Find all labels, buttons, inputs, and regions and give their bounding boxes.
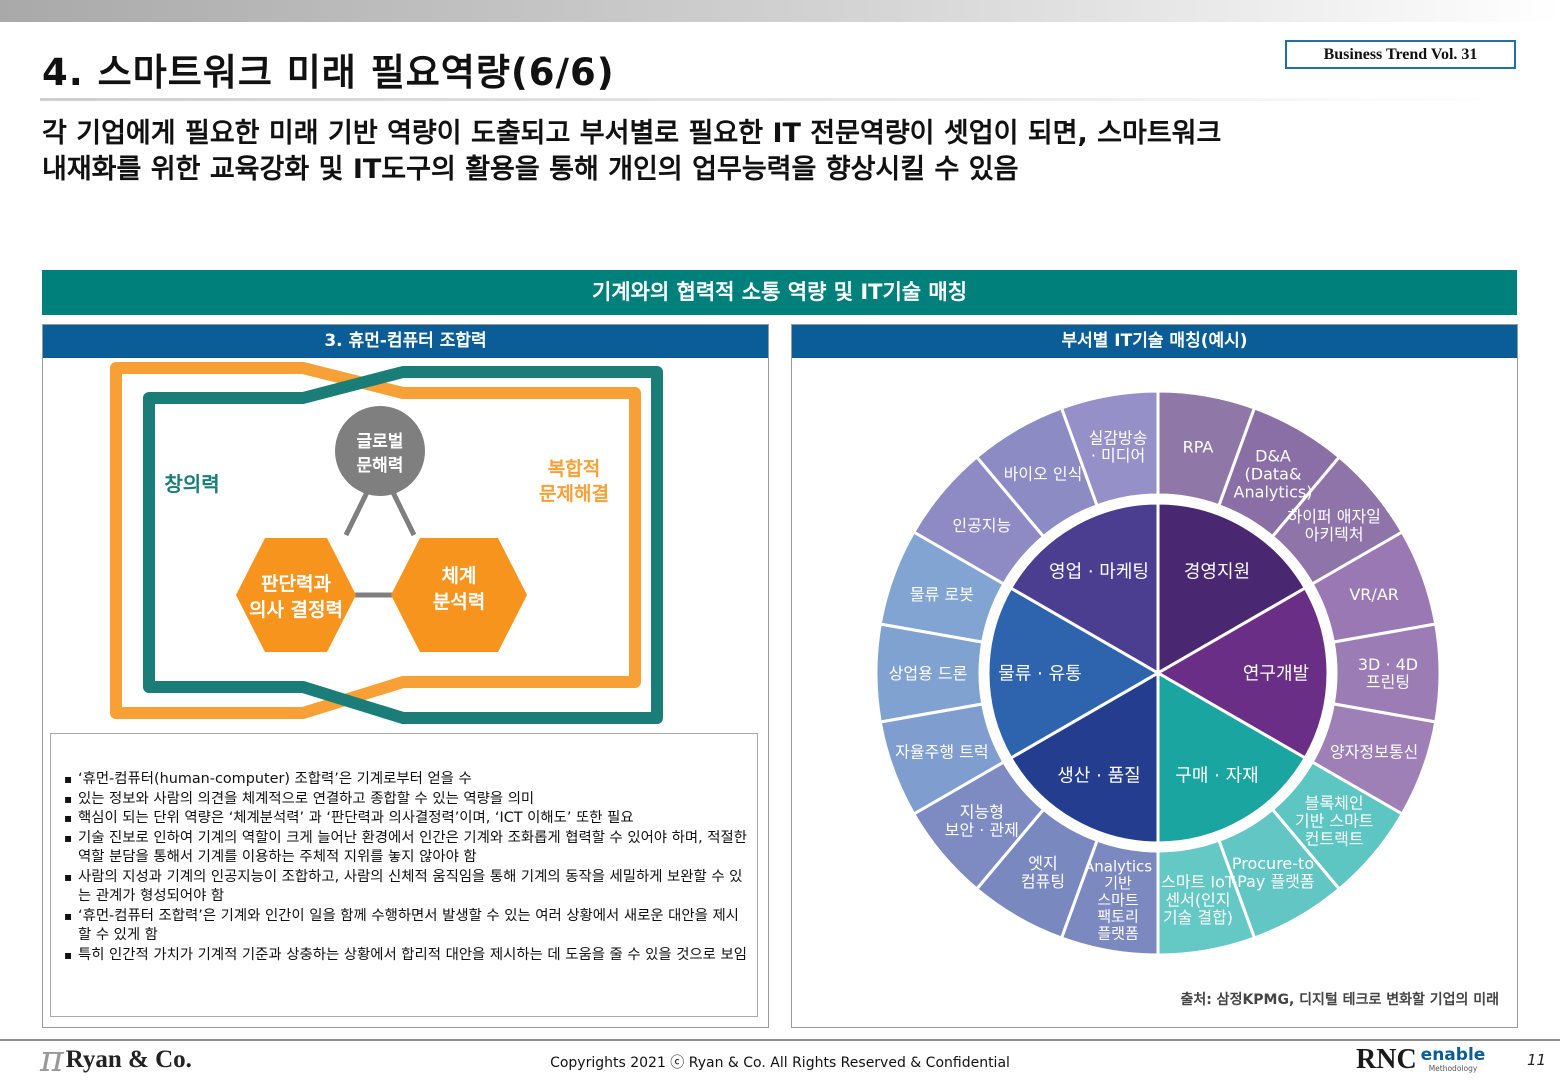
list-item: 특히 인간적 가치가 기계적 기준과 상충하는 상황에서 합리적 대안을 제시하… [64, 946, 748, 966]
department-sector [986, 585, 1161, 761]
footer-divider [0, 1039, 1560, 1041]
list-item: ‘휴먼-컴퓨터 조합력’은 기계와 인간이 일을 함께 수행하면서 발생할 수 … [64, 907, 748, 946]
tech-label: 엣지 컴퓨팅 [1021, 854, 1065, 891]
list-item: ‘휴먼-컴퓨터(human-computer) 조합력’은 기계로부터 얻을 수 [64, 770, 748, 790]
system-analysis-hexagon [391, 538, 527, 652]
tech-label: D&A (Data& Analytics) [1234, 447, 1313, 502]
department-label: 물류 · 유통 [998, 663, 1081, 684]
global-literacy-label-2: 문해력 [357, 456, 404, 476]
tech-label: 3D · 4D 프린팅 [1358, 655, 1418, 692]
rnc-logo: RNC enable Methodology [1356, 1042, 1485, 1078]
tech-label: 블록체인 기반 스마트 컨트랙트 [1295, 794, 1374, 849]
tech-label: 지능형 보안 · 관제 [945, 803, 1019, 840]
tech-label: 바이오 인식 [1004, 465, 1083, 484]
complex-label-2: 문제해결 [539, 483, 609, 505]
right-panel-title: 부서별 IT기술 매칭(예시) [792, 325, 1517, 358]
orange-loop [110, 362, 641, 719]
list-item: 기술 진보로 인하여 기계의 역할이 크게 늘어난 환경에서 인간은 기계와 조… [64, 829, 748, 868]
company-logo: π Ryan & Co. [40, 1042, 192, 1078]
page-subtitle: 각 기업에게 필요한 미래 기반 역량이 도출되고 부서별로 필요한 IT 전문… [42, 116, 1522, 188]
department-sector [1156, 670, 1308, 845]
top-gradient-band [0, 0, 1560, 22]
department-sector [1008, 501, 1160, 676]
department-sector [1008, 670, 1160, 845]
judgment-hexagon [236, 538, 356, 652]
pi-icon: π [40, 1039, 64, 1080]
tech-segment [1059, 389, 1160, 508]
tech-label: 하이퍼 애자일 아키텍처 [1287, 507, 1380, 544]
department-label: 경영지원 [1184, 561, 1250, 582]
vol-badge: Business Trend Vol. 31 [1285, 40, 1516, 69]
copyright-text: Copyrights 2021 ⓒ Ryan & Co. All Rights … [550, 1055, 1010, 1071]
global-literacy-circle [335, 406, 425, 496]
rnc-wordmark: RNC [1356, 1044, 1417, 1075]
description-list: ‘휴먼-컴퓨터(human-computer) 조합력’은 기계로부터 얻을 수… [64, 770, 748, 965]
rnc-enable-text: enable [1420, 1045, 1486, 1065]
tech-label: Analytics 기반 스마트 팩토리 플랫폼 [1084, 857, 1152, 942]
title-divider [40, 98, 1520, 101]
department-label: 영업 · 마케팅 [1049, 561, 1149, 582]
section-banner: 기계와의 협력적 소통 역량 및 IT기술 매칭 [42, 270, 1517, 315]
judgment-label-1: 판단력과 [261, 573, 331, 595]
list-item: 핵심이 되는 단위 역량은 ‘체계분석력’ 과 ‘판단력과 의사결정력’이며, … [64, 809, 748, 829]
creativity-label: 창의력 [164, 472, 219, 496]
judgment-label-2: 의사 결정력 [249, 599, 343, 621]
left-panel: 3. 휴먼-컴퓨터 조합력 글로벌 문해력 판단력과 의사 결정력 체계 분석력… [42, 324, 769, 1028]
complex-label-1: 복합적 [548, 458, 600, 480]
department-sector [1156, 501, 1308, 676]
department-sector [1155, 585, 1330, 761]
tech-label: RPA [1183, 437, 1214, 456]
department-label: 구매 · 자재 [1175, 766, 1258, 787]
tech-label: 인공지능 [952, 516, 1011, 535]
list-item: 있는 정보와 사람의 의견을 체계적으로 연결하고 종합할 수 있는 역량을 의… [64, 790, 748, 810]
company-name: Ryan & Co. [65, 1046, 192, 1073]
tech-label: 양자정보통신 [1330, 742, 1418, 761]
left-panel-title: 3. 휴먼-컴퓨터 조합력 [43, 325, 768, 358]
tech-label: 자율주행 트럭 [895, 742, 988, 761]
tech-label: 스마트 IoT 센서(인지 기술 결합) [1161, 872, 1235, 927]
tech-label: VR/AR [1349, 585, 1399, 604]
subtitle-line-2: 내재화를 위한 교육강화 및 IT도구의 활용을 통해 개인의 업무능력을 향상… [42, 154, 1019, 185]
competency-diagram: 글로벌 문해력 판단력과 의사 결정력 체계 분석력 창의력 복합적 문제해결 [110, 362, 663, 724]
global-literacy-label-1: 글로벌 [357, 432, 404, 452]
description-box: ‘휴먼-컴퓨터(human-computer) 조합력’은 기계로부터 얻을 수… [50, 733, 758, 1017]
department-label: 생산 · 품질 [1057, 766, 1140, 787]
department-label: 연구개발 [1243, 663, 1309, 684]
system-label-2: 분석력 [433, 591, 485, 613]
tech-label: 실감방송 · 미디어 [1089, 428, 1148, 465]
right-panel: 부서별 IT기술 매칭(예시) RPA D&A (Data& Analytics) 하이… [791, 324, 1518, 1028]
page-number: 11 [1527, 1051, 1547, 1069]
subtitle-line-1: 각 기업에게 필요한 미래 기반 역량이 도출되고 부서별로 필요한 IT 전문… [42, 118, 1222, 149]
rnc-methodology-text: Methodology [1428, 1064, 1478, 1073]
system-label-1: 체계 [442, 565, 477, 587]
source-note: 출처: 삼정KPMG, 디지털 테크로 변화할 기업의 미래 [1180, 992, 1499, 1008]
tech-label: 물류 로봇 [910, 585, 974, 604]
tech-label: 상업용 드론 [889, 664, 968, 683]
page-title: 4. 스마트워크 미래 필요역량(6/6) [42, 51, 615, 94]
department-tech-wheel: RPA D&A (Data& Analytics) 하이퍼 애자일 아키텍처 VR/AR 3D… [874, 389, 1442, 957]
teal-loop [143, 366, 663, 724]
list-item: 사람의 지성과 기계의 인공지능이 조합하고, 사람의 신체적 움직임을 통해 … [64, 868, 748, 907]
tech-label: Procure-to -Pay 플랫폼 [1231, 854, 1314, 891]
